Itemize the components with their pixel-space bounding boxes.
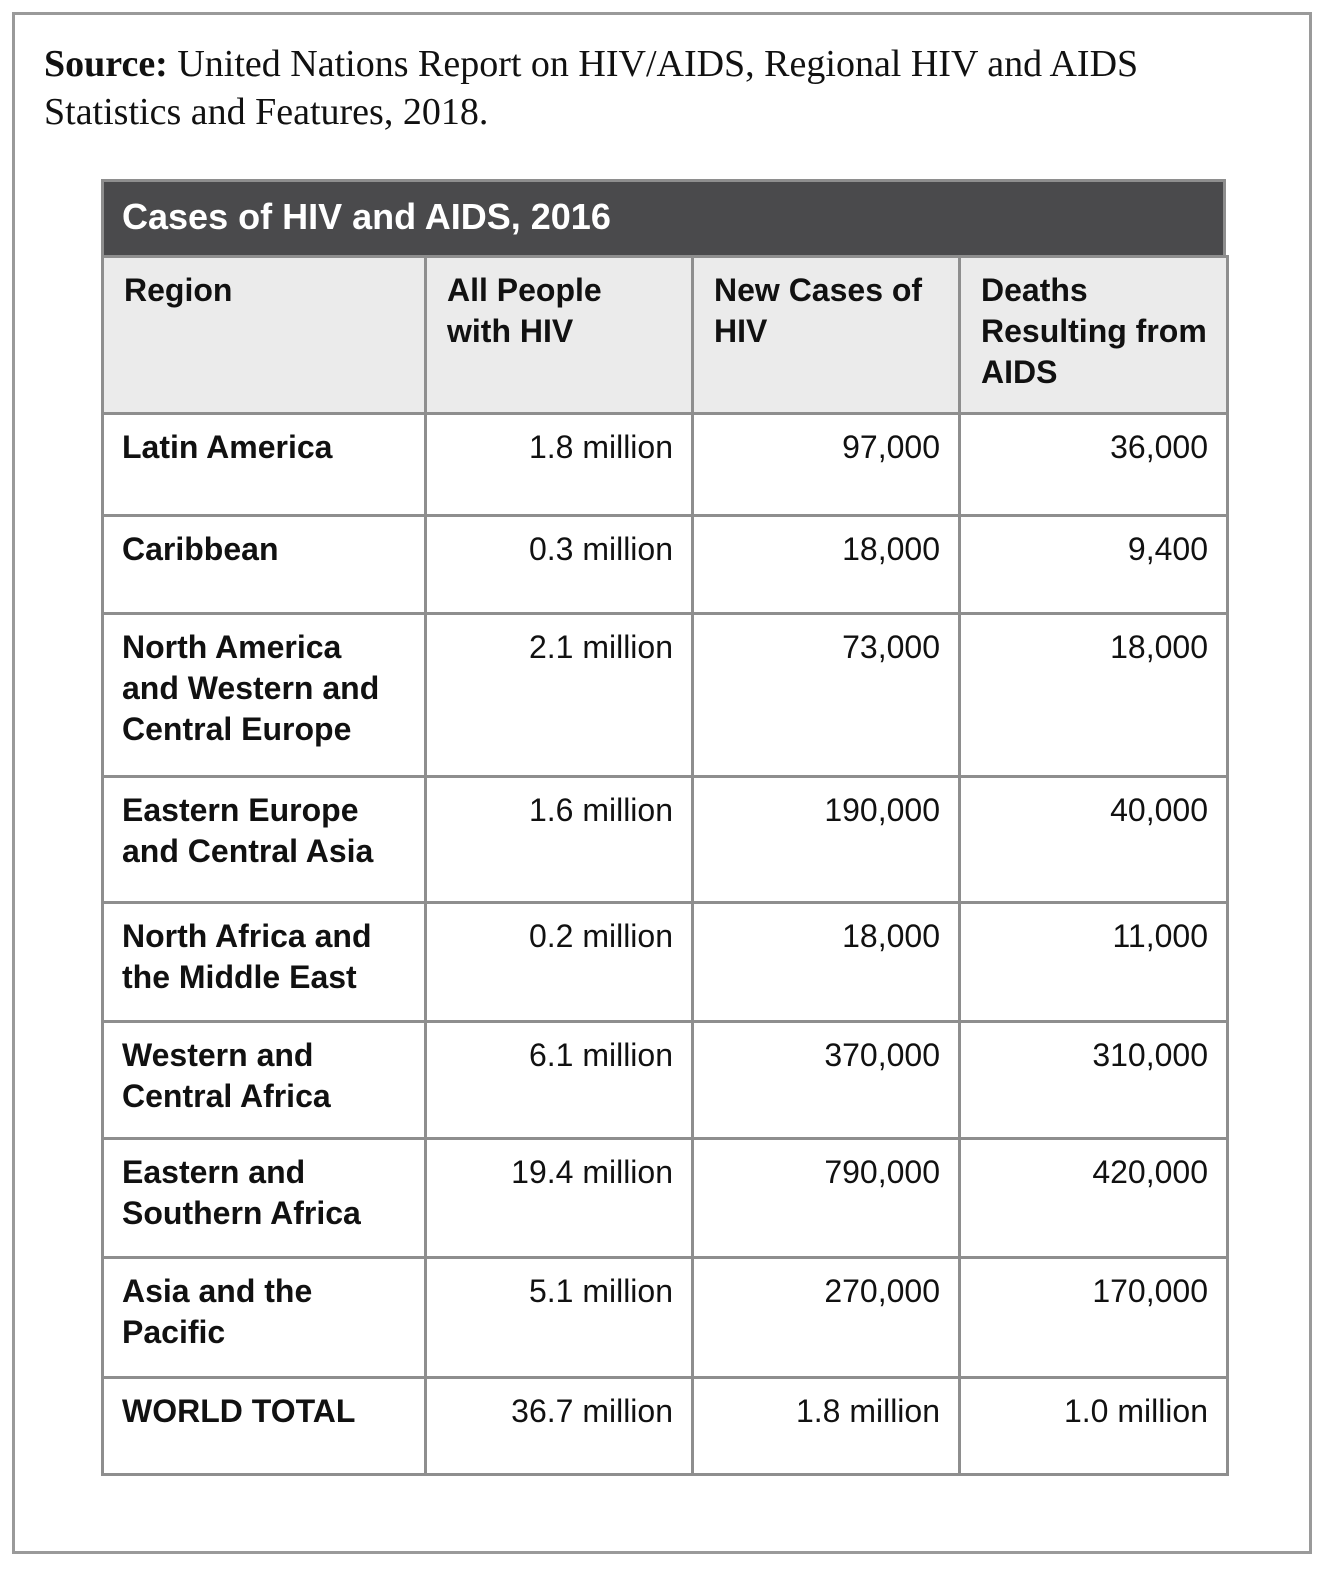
deaths-cell: 1.0 million: [958, 1376, 1229, 1476]
source-citation: Source: United Nations Report on HIV/AID…: [44, 40, 1274, 136]
all-people-cell: 1.6 million: [424, 775, 694, 904]
new-cases-cell: 18,000: [691, 514, 961, 615]
table-row: Eastern Europe and Central Asia 1.6 milli…: [101, 775, 1229, 904]
table-title: Cases of HIV and AIDS, 2016: [101, 179, 1226, 255]
new-cases-cell: 73,000: [691, 612, 961, 778]
header-all-people: All People with HIV: [424, 255, 694, 415]
region-cell: Eastern and Southern Africa: [101, 1137, 427, 1259]
deaths-cell: 36,000: [958, 412, 1229, 517]
region-cell: WORLD TOTAL: [101, 1376, 427, 1476]
table-row: North Africa and the Middle East 0.2 mill…: [101, 901, 1229, 1023]
table-header-row: Region All People with HIV New Cases of …: [101, 255, 1229, 415]
table-row: Western and Central Africa 6.1 million 370…: [101, 1020, 1229, 1140]
new-cases-cell: 190,000: [691, 775, 961, 904]
region-cell: Western and Central Africa: [101, 1020, 427, 1140]
all-people-cell: 5.1 million: [424, 1256, 694, 1379]
all-people-cell: 19.4 million: [424, 1137, 694, 1259]
hiv-aids-table: Region All People with HIV New Cases of …: [101, 255, 1229, 1476]
region-cell: Eastern Europe and Central Asia: [101, 775, 427, 904]
new-cases-cell: 18,000: [691, 901, 961, 1023]
table-row: WORLD TOTAL 36.7 million 1.8 million 1.0 mi…: [101, 1376, 1229, 1476]
header-deaths: Deaths Resulting from AIDS: [958, 255, 1229, 415]
table-body: Latin America 1.8 million 97,000 36,000 Cari…: [101, 412, 1229, 1476]
all-people-cell: 0.2 million: [424, 901, 694, 1023]
all-people-cell: 2.1 million: [424, 612, 694, 778]
region-cell: Latin America: [101, 412, 427, 517]
deaths-cell: 420,000: [958, 1137, 1229, 1259]
table-row: Eastern and Southern Africa 19.4 million 7…: [101, 1137, 1229, 1259]
all-people-cell: 1.8 million: [424, 412, 694, 517]
source-label: Source:: [44, 43, 168, 85]
table-row: North America and Western and Central Eu…: [101, 612, 1229, 778]
all-people-cell: 36.7 million: [424, 1376, 694, 1476]
new-cases-cell: 790,000: [691, 1137, 961, 1259]
new-cases-cell: 1.8 million: [691, 1376, 961, 1476]
new-cases-cell: 270,000: [691, 1256, 961, 1379]
region-cell: North Africa and the Middle East: [101, 901, 427, 1023]
header-new-cases: New Cases of HIV: [691, 255, 961, 415]
region-cell: Asia and the Pacific: [101, 1256, 427, 1379]
hiv-table-container: Cases of HIV and AIDS, 2016 Region All P…: [101, 179, 1229, 1476]
header-region: Region: [101, 255, 427, 415]
new-cases-cell: 97,000: [691, 412, 961, 517]
deaths-cell: 170,000: [958, 1256, 1229, 1379]
all-people-cell: 6.1 million: [424, 1020, 694, 1140]
deaths-cell: 9,400: [958, 514, 1229, 615]
deaths-cell: 11,000: [958, 901, 1229, 1023]
all-people-cell: 0.3 million: [424, 514, 694, 615]
deaths-cell: 310,000: [958, 1020, 1229, 1140]
new-cases-cell: 370,000: [691, 1020, 961, 1140]
region-cell: North America and Western and Central Eu…: [101, 612, 427, 778]
table-row: Asia and the Pacific 5.1 million 270,000 17…: [101, 1256, 1229, 1379]
table-row: Latin America 1.8 million 97,000 36,000: [101, 412, 1229, 517]
source-text: United Nations Report on HIV/AIDS, Regio…: [44, 43, 1139, 133]
deaths-cell: 40,000: [958, 775, 1229, 904]
table-row: Caribbean 0.3 million 18,000 9,400: [101, 514, 1229, 615]
deaths-cell: 18,000: [958, 612, 1229, 778]
region-cell: Caribbean: [101, 514, 427, 615]
